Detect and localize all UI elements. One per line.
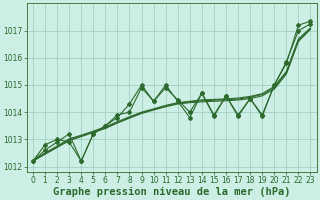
X-axis label: Graphe pression niveau de la mer (hPa): Graphe pression niveau de la mer (hPa) [53, 186, 291, 197]
